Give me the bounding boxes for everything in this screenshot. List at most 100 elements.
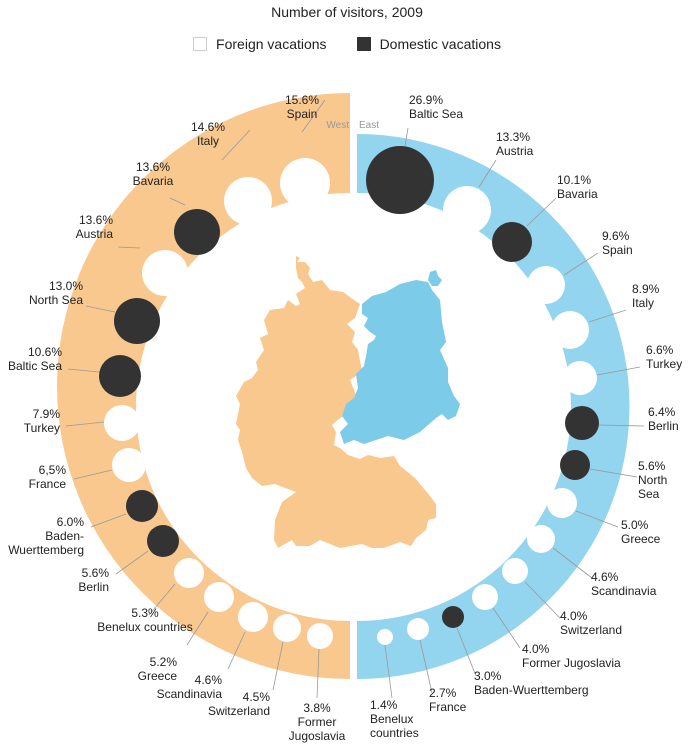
leader-line [227, 631, 246, 670]
leader-line [221, 129, 251, 161]
east-bubble-foreign [563, 361, 597, 395]
leader-line [169, 197, 186, 206]
west-bubble-label: 14.6% Italy [191, 120, 225, 148]
west-bubble-foreign [307, 623, 333, 649]
leader-line [478, 159, 497, 188]
west-bubble-domestic [99, 355, 141, 397]
east-bubble-label: 2.7% France [429, 686, 467, 714]
east-bubble-label: 5.6% North Sea [638, 459, 667, 501]
east-bubble-foreign [527, 525, 555, 553]
leader-line [148, 583, 176, 616]
leader-line [301, 99, 326, 133]
east-bubble-foreign [551, 311, 589, 349]
west-bubble-label: 4.5% Switzerland [208, 690, 270, 718]
east-bubble-foreign [407, 618, 429, 640]
legend-label-domestic: Domestic vacations [379, 36, 501, 52]
leader-line [596, 366, 641, 376]
west-bubble-domestic [174, 209, 220, 255]
bubbles-layer: 15.6% Spain 14.6% Italy 13.6% Bavaria 13.6% Aus… [8, 93, 682, 743]
west-ring [57, 93, 350, 679]
legend-label-foreign: Foreign vacations [216, 36, 327, 52]
west-bubble-label: 3.8% Former Jugoslavia [289, 701, 346, 743]
east-bubble-label: 10.1% Bavaria [557, 173, 598, 201]
east-bubble-domestic [565, 406, 599, 440]
west-bubble-foreign [273, 614, 301, 642]
foreign-swatch-icon [193, 37, 208, 51]
east-bubble-domestic [442, 606, 464, 628]
leader-line [419, 639, 433, 694]
leader-line [575, 510, 619, 528]
west-label: West [326, 120, 349, 131]
leader-line [404, 127, 409, 147]
west-bubble-label: 13.6% Bavaria [133, 160, 174, 188]
east-bubble-label: 8.9% Italy [632, 282, 660, 310]
east-bubble-label: 4.6% Scandinavia [591, 570, 657, 598]
east-bubble-domestic [560, 450, 590, 480]
leader-line [563, 252, 599, 276]
west-bubble-label: 5.6% Berlin [78, 566, 109, 594]
east-bubble-foreign [547, 488, 577, 518]
east-bubble-label: 6.6% Turkey [646, 343, 682, 371]
west-bubble-label: 6,5% France [29, 463, 67, 491]
leader-line [73, 469, 113, 480]
west-bubble-label: 13.6% Austria [76, 213, 114, 241]
leader-line [115, 550, 149, 575]
east-bubble-label: 5.0% Greece [621, 518, 661, 546]
east-bubble-label: 26.9% Baltic Sea [409, 93, 463, 121]
east-bubble-label: 3.0% Baden-Wuerttemberg [474, 669, 589, 697]
east-bubble-foreign [502, 558, 528, 584]
west-bubble-foreign [142, 250, 188, 296]
leader-line [589, 468, 638, 478]
legend: Foreign vacations Domestic vacations [0, 36, 694, 52]
west-bubble-domestic [114, 298, 160, 344]
west-bubble-label: 5.3% Benelux countries [97, 606, 192, 634]
ruegen-island-map [428, 270, 442, 286]
west-bubble-foreign [204, 582, 234, 612]
leader-line [186, 611, 209, 646]
leader-line [526, 197, 557, 227]
chart-title: Number of visitors, 2009 [271, 4, 423, 20]
east-label: East [359, 120, 379, 131]
leader-line [588, 309, 627, 323]
west-bubble-label: 15.6% Spain [285, 93, 319, 121]
east-germany-map [340, 280, 460, 444]
leader-line [316, 648, 320, 699]
east-bubble-domestic [366, 146, 434, 214]
west-bubble-label: 7.9% Turkey [24, 407, 61, 435]
west-bubble-domestic [147, 525, 179, 557]
leader-line [117, 246, 141, 249]
west-bubble-foreign [112, 448, 146, 482]
east-bubble-label: 4.0% Former Jugoslavia [522, 642, 621, 670]
leader-line [65, 421, 105, 427]
west-bubble-label: 6.0% Baden-Wuerttemberg [8, 515, 84, 557]
east-bubble-foreign [527, 266, 565, 304]
legend-item-domestic: Domestic vacations [356, 36, 501, 52]
east-bubble-foreign [377, 629, 393, 645]
west-germany-map [236, 256, 436, 548]
domestic-swatch-icon [356, 37, 371, 51]
east-bubble-label: 4.0% Switzerland [560, 609, 622, 637]
leader-line [524, 581, 561, 619]
west-bubble-foreign [104, 405, 140, 441]
west-bubble-label: 5.2% Greece [138, 655, 178, 683]
leader-line [272, 641, 284, 691]
east-bubble-label: 1.4% Benelux countries [370, 698, 419, 740]
west-bubble-foreign [280, 158, 330, 208]
leader-line [90, 513, 127, 528]
leader-line [492, 607, 521, 649]
east-bubble-label: 13.3% Austria [496, 130, 534, 158]
leader-line [384, 644, 393, 699]
west-bubble-label: 13.0% North Sea [29, 279, 83, 307]
leader-line [598, 424, 645, 427]
east-bubble-label: 9.6% Spain [602, 229, 633, 257]
leader-line [67, 368, 100, 373]
legend-item-foreign: Foreign vacations [193, 36, 327, 52]
west-bubble-foreign [174, 558, 204, 588]
leader-line [85, 305, 116, 313]
east-ring [357, 134, 630, 679]
west-bubble-label: 4.6% Scandinavia [157, 673, 223, 701]
east-bubble-domestic [492, 222, 532, 262]
east-bubble-foreign [443, 186, 491, 234]
leader-line [552, 547, 593, 579]
